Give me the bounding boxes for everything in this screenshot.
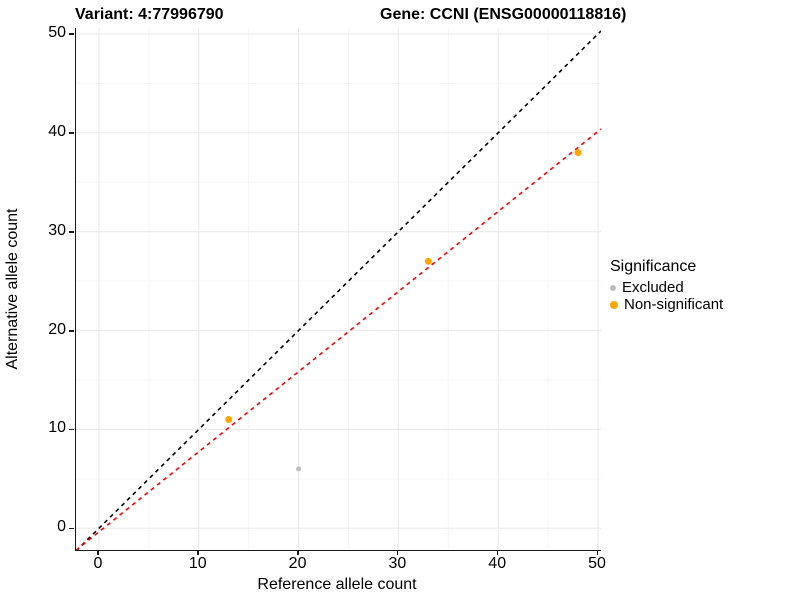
y-tick-label: 20: [48, 320, 66, 338]
y-axis-title: Alternative allele count: [4, 208, 21, 370]
x-axis-title: Reference allele count: [257, 576, 417, 593]
legend-label-excluded: Excluded: [622, 279, 684, 296]
y-tick-mark: [69, 33, 74, 35]
fit-line: [76, 128, 601, 550]
variant-title: Variant: 4:77996790: [75, 6, 224, 23]
y-tick-mark: [69, 330, 74, 332]
identity-line: [76, 30, 601, 550]
y-tick-label: 10: [48, 419, 66, 437]
non-significant-point-swatch: [610, 300, 618, 309]
x-tick-label: 30: [388, 555, 407, 572]
y-tick-label: 50: [48, 24, 66, 42]
legend-entry-excluded: Excluded: [610, 279, 723, 296]
legend-title: Significance: [610, 258, 697, 275]
x-tick-label: 10: [188, 555, 207, 572]
y-tick-mark: [69, 527, 74, 530]
legend: Significance Excluded Non-significant: [610, 258, 723, 313]
y-tick-mark: [69, 231, 74, 233]
y-tick-mark: [69, 428, 74, 431]
x-tick-mark: [596, 550, 598, 555]
x-tick-mark: [396, 550, 399, 555]
data-point-non-significant: [424, 257, 432, 265]
y-tick-label: 40: [48, 122, 66, 140]
plot-panel: [75, 28, 601, 551]
data-point-non-significant: [225, 416, 233, 423]
x-tick-mark: [97, 550, 99, 555]
excluded-point-swatch: [610, 284, 616, 291]
legend-label-non-significant: Non-significant: [624, 296, 724, 313]
y-tick-mark: [69, 132, 74, 134]
x-tick-label: 50: [588, 555, 606, 572]
y-tick-label: 30: [48, 221, 66, 239]
gene-title: Gene: CCNI (ENSG00000118816): [380, 6, 627, 23]
x-tick-mark: [197, 550, 199, 555]
x-tick-mark: [297, 550, 299, 555]
data-point-excluded: [296, 466, 302, 472]
x-tick-label: 20: [288, 555, 307, 572]
x-tick-label: 0: [93, 555, 103, 572]
data-point-non-significant: [574, 149, 582, 157]
x-tick-mark: [496, 550, 499, 555]
y-tick-label: 0: [57, 518, 66, 536]
legend-entry-non-significant: Non-significant: [610, 296, 723, 313]
plot-canvas: [76, 28, 601, 550]
x-tick-label: 40: [488, 555, 507, 572]
